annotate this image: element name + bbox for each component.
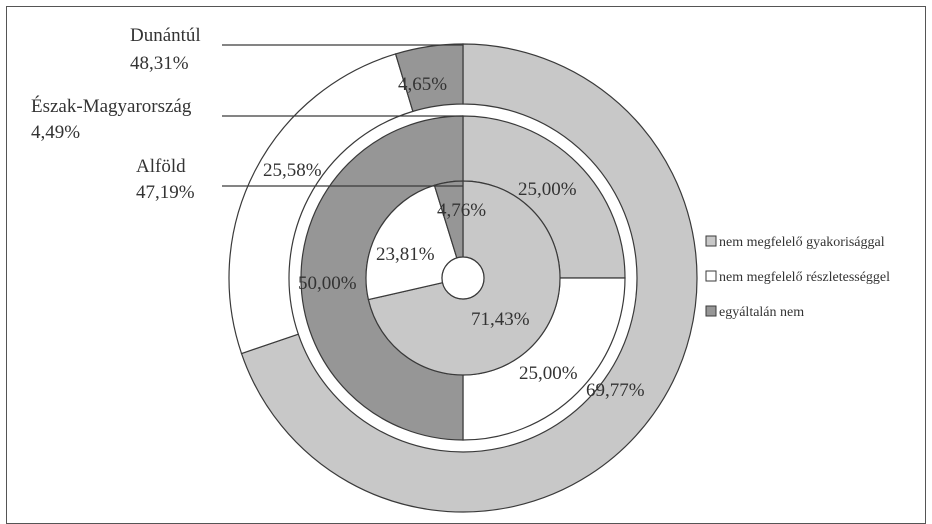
legend-label-egyaltalan: egyáltalán nem — [719, 305, 804, 320]
slice-label-middle-reszletesseg: 25,00% — [519, 363, 578, 384]
legend: nem megfelelő gyakorisággal nem megfelel… — [705, 235, 890, 320]
slice-outer-gyakorisag — [240, 43, 698, 513]
slice-label-outer-egyaltalan: 4,65% — [398, 74, 447, 95]
slice-label-outer-reszletesseg: 25,58% — [263, 160, 322, 181]
donut-center-hole — [441, 256, 485, 300]
legend-swatch-gyakorisag — [705, 235, 717, 247]
donut-slices — [228, 43, 698, 513]
region-label-alfold: Alföld — [136, 156, 186, 177]
slice-label-middle-egyaltalan: 50,00% — [298, 273, 357, 294]
region-share-eszak: 4,49% — [31, 122, 80, 143]
slice-outer-egyaltalan — [394, 43, 464, 113]
slice-label-inner-reszletesseg: 23,81% — [376, 244, 435, 265]
legend-label-reszletesseg: nem megfelelő részletességgel — [719, 270, 890, 285]
slice-label-inner-gyakorisag: 71,43% — [471, 309, 530, 330]
region-label-dunantul: Dunántúl — [130, 25, 201, 46]
region-share-alfold: 47,19% — [136, 182, 195, 203]
region-label-eszak: Észak-Magyarország — [31, 95, 192, 117]
legend-swatch-egyaltalan — [705, 305, 717, 317]
slice-label-inner-egyaltalan: 4,76% — [437, 200, 486, 221]
slice-label-middle-gyakorisag: 25,00% — [518, 179, 577, 200]
legend-label-gyakorisag: nem megfelelő gyakorisággal — [719, 235, 885, 250]
region-share-dunantul: 48,31% — [130, 53, 189, 74]
legend-swatch-reszletesseg — [705, 270, 717, 282]
slice-label-outer-gyakorisag: 69,77% — [586, 380, 645, 401]
